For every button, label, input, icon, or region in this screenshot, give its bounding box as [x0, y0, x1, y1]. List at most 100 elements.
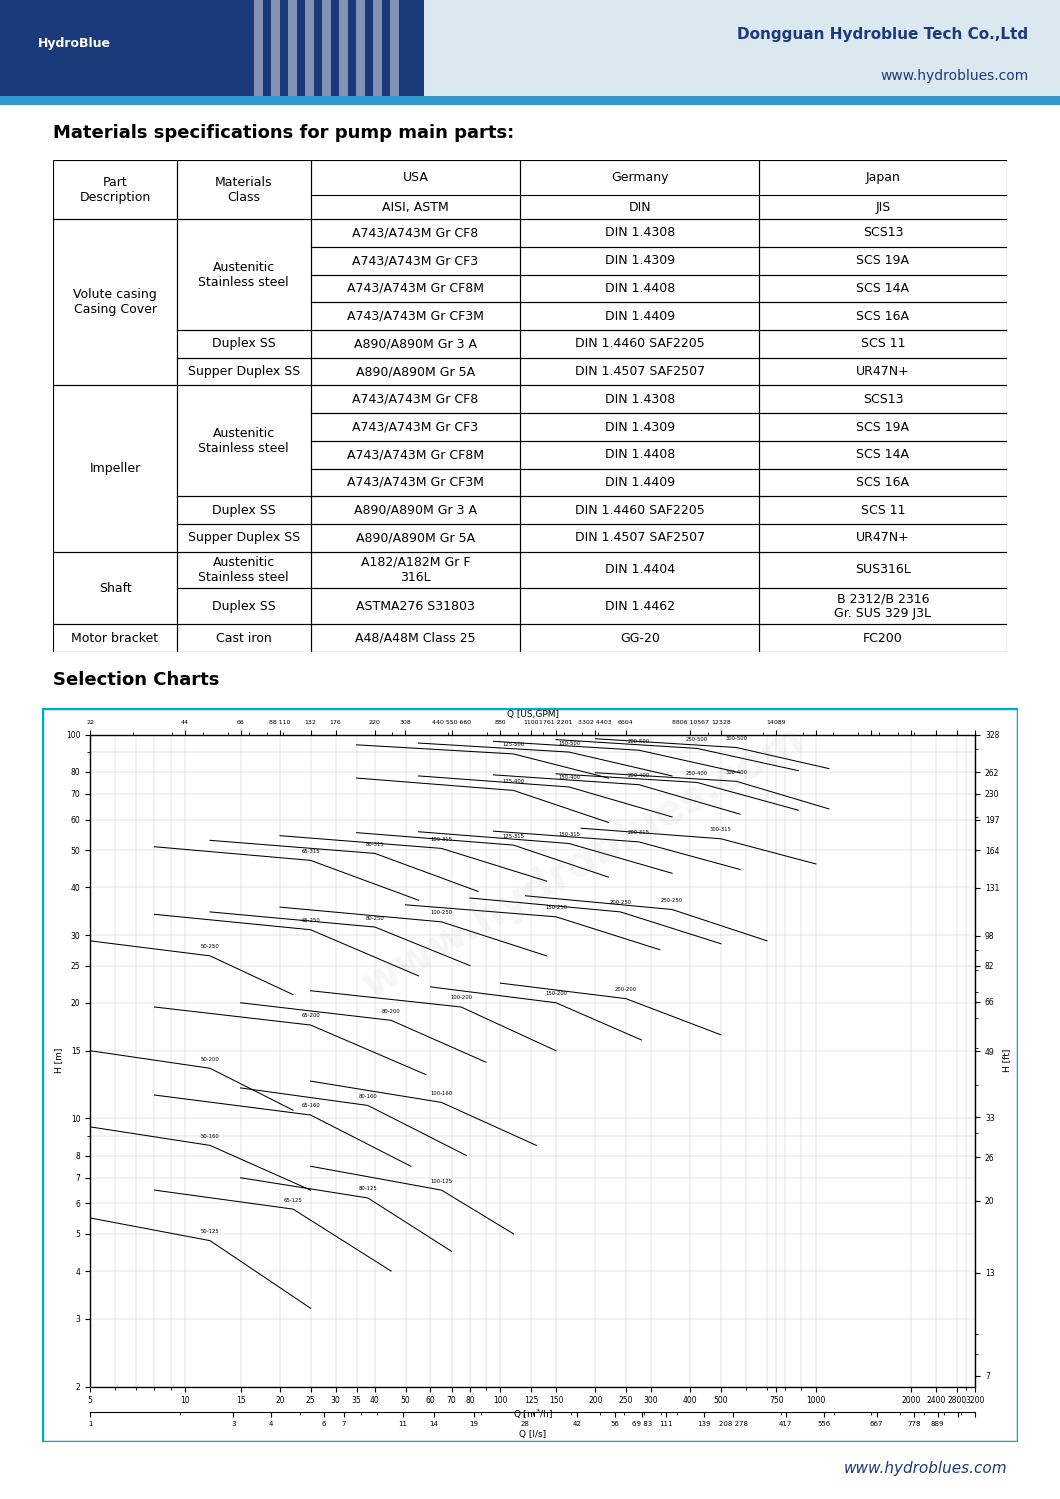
- Text: 65-250: 65-250: [301, 919, 320, 923]
- Text: 200-500: 200-500: [628, 739, 650, 744]
- Text: A743/A743M Gr CF3M: A743/A743M Gr CF3M: [347, 310, 484, 322]
- Text: A743/A743M Gr CF8M: A743/A743M Gr CF8M: [347, 282, 484, 295]
- Text: 50-125: 50-125: [200, 1229, 219, 1234]
- Text: SCS13: SCS13: [863, 226, 903, 240]
- Text: SCS 11: SCS 11: [861, 337, 905, 351]
- Text: ASTMA276 S31803: ASTMA276 S31803: [356, 600, 475, 613]
- Text: 150-250: 150-250: [545, 905, 567, 910]
- Y-axis label: H [ft]: H [ft]: [1002, 1049, 1011, 1072]
- Text: SUS316L: SUS316L: [855, 564, 911, 577]
- Text: SCS 14A: SCS 14A: [856, 448, 909, 462]
- Text: Motor bracket: Motor bracket: [71, 631, 159, 645]
- Text: Volute casing
Casing Cover: Volute casing Casing Cover: [73, 288, 157, 316]
- Text: JIS: JIS: [876, 201, 890, 213]
- Text: SCS 19A: SCS 19A: [856, 421, 909, 433]
- Text: SCS 19A: SCS 19A: [856, 255, 909, 267]
- Text: USA: USA: [403, 171, 428, 184]
- Text: 125-315: 125-315: [502, 833, 525, 838]
- Text: DIN 1.4409: DIN 1.4409: [604, 477, 675, 489]
- Text: Selection Charts: Selection Charts: [53, 670, 219, 690]
- Text: UR47N+: UR47N+: [856, 532, 909, 544]
- Text: 250-500: 250-500: [686, 738, 708, 742]
- Text: AISI, ASTM: AISI, ASTM: [383, 201, 448, 213]
- Text: A48/A48M Class 25: A48/A48M Class 25: [355, 631, 476, 645]
- Text: SCS 16A: SCS 16A: [856, 310, 909, 322]
- Text: A743/A743M Gr CF8: A743/A743M Gr CF8: [352, 226, 479, 240]
- Text: 100-200: 100-200: [450, 995, 472, 1000]
- Bar: [390, 0, 399, 97]
- Text: 50-250: 50-250: [200, 944, 219, 949]
- Text: B 2312/B 2316
Gr. SUS 329 J3L: B 2312/B 2316 Gr. SUS 329 J3L: [834, 592, 932, 621]
- Text: www.hydroblues.com: www.hydroblues.com: [880, 69, 1028, 82]
- Text: 65-125: 65-125: [284, 1198, 302, 1202]
- Bar: [288, 0, 297, 97]
- X-axis label: Q [l/s]: Q [l/s]: [519, 1430, 546, 1439]
- Text: A890/A890M Gr 5A: A890/A890M Gr 5A: [356, 532, 475, 544]
- Text: 65-200: 65-200: [301, 1013, 320, 1018]
- Text: GG-20: GG-20: [620, 631, 659, 645]
- Text: 150-315: 150-315: [558, 832, 580, 836]
- Text: UR47N+: UR47N+: [856, 366, 909, 378]
- Text: A743/A743M Gr CF3: A743/A743M Gr CF3: [353, 255, 478, 267]
- Text: 100-160: 100-160: [430, 1091, 453, 1096]
- Text: A743/A743M Gr CF3: A743/A743M Gr CF3: [353, 421, 478, 433]
- Text: Materials specifications for pump main parts:: Materials specifications for pump main p…: [53, 124, 514, 142]
- Text: 100-315: 100-315: [430, 836, 453, 842]
- Text: Part
Description: Part Description: [80, 175, 151, 204]
- Text: DIN 1.4409: DIN 1.4409: [604, 310, 675, 322]
- Text: 150-500: 150-500: [558, 741, 580, 745]
- Text: Austenitic
Stainless steel: Austenitic Stainless steel: [198, 556, 289, 585]
- Text: 80-250: 80-250: [366, 916, 385, 920]
- Text: FC200: FC200: [863, 631, 903, 645]
- Text: Duplex SS: Duplex SS: [212, 337, 276, 351]
- Text: Duplex SS: Duplex SS: [212, 600, 276, 613]
- Text: 200-200: 200-200: [615, 988, 637, 992]
- Text: 150-400: 150-400: [558, 775, 580, 781]
- Text: 250-400: 250-400: [686, 770, 708, 776]
- Text: DIN 1.4408: DIN 1.4408: [604, 448, 675, 462]
- Bar: [322, 0, 331, 97]
- Text: 80-200: 80-200: [382, 1009, 401, 1013]
- Text: 65-160: 65-160: [301, 1103, 320, 1108]
- Text: Cast iron: Cast iron: [216, 631, 271, 645]
- Text: 80-125: 80-125: [358, 1186, 377, 1192]
- Text: DIN 1.4507 SAF2507: DIN 1.4507 SAF2507: [575, 366, 705, 378]
- Text: 80-160: 80-160: [358, 1094, 377, 1099]
- Text: DIN 1.4460 SAF2205: DIN 1.4460 SAF2205: [575, 337, 705, 351]
- Text: Austenitic
Stainless steel: Austenitic Stainless steel: [198, 261, 289, 288]
- Text: Japan: Japan: [866, 171, 900, 184]
- Text: 125-400: 125-400: [502, 779, 525, 784]
- Text: 300-500: 300-500: [725, 736, 747, 741]
- Text: 200-400: 200-400: [628, 773, 650, 778]
- Text: DIN 1.4408: DIN 1.4408: [604, 282, 675, 295]
- X-axis label: Q [m$^3$/h]: Q [m$^3$/h]: [513, 1408, 552, 1421]
- Text: A743/A743M Gr CF3M: A743/A743M Gr CF3M: [347, 477, 484, 489]
- Text: DIN 1.4404: DIN 1.4404: [604, 564, 675, 577]
- Text: 200-250: 200-250: [610, 901, 632, 905]
- Text: 150-200: 150-200: [545, 991, 567, 997]
- Text: A182/A182M Gr F
316L: A182/A182M Gr F 316L: [360, 556, 471, 585]
- Text: SCS 14A: SCS 14A: [856, 282, 909, 295]
- Y-axis label: H [m]: H [m]: [54, 1048, 64, 1073]
- Text: SCS 16A: SCS 16A: [856, 477, 909, 489]
- Bar: [339, 0, 348, 97]
- Text: 80-315: 80-315: [366, 842, 385, 847]
- Text: 200-315: 200-315: [628, 830, 650, 835]
- Text: DIN 1.4460 SAF2205: DIN 1.4460 SAF2205: [575, 504, 705, 517]
- Bar: [0, 0, 424, 97]
- X-axis label: Q [US,GPM]: Q [US,GPM]: [507, 711, 559, 720]
- Text: DIN 1.4507 SAF2507: DIN 1.4507 SAF2507: [575, 532, 705, 544]
- Text: 50-200: 50-200: [200, 1057, 219, 1061]
- Bar: [271, 0, 280, 97]
- Text: DIN 1.4462: DIN 1.4462: [604, 600, 675, 613]
- Bar: [254, 0, 263, 97]
- Text: SCS13: SCS13: [863, 393, 903, 406]
- Text: A890/A890M Gr 3 A: A890/A890M Gr 3 A: [354, 337, 477, 351]
- Text: Materials
Class: Materials Class: [215, 175, 272, 204]
- Text: A743/A743M Gr CF8: A743/A743M Gr CF8: [352, 393, 479, 406]
- Text: DIN 1.4309: DIN 1.4309: [604, 421, 675, 433]
- Text: Supper Duplex SS: Supper Duplex SS: [188, 532, 300, 544]
- Bar: [356, 0, 365, 97]
- Text: 100-125: 100-125: [430, 1178, 453, 1184]
- Text: Impeller: Impeller: [89, 462, 141, 475]
